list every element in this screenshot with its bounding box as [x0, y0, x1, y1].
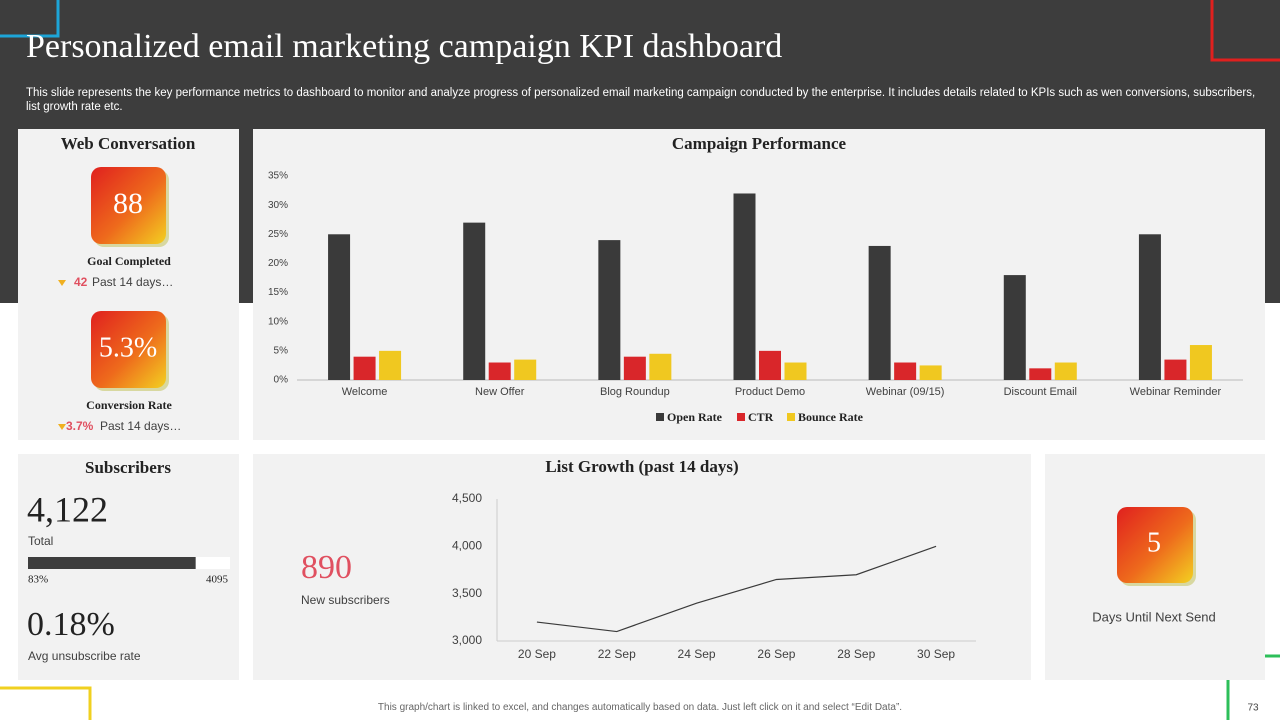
- x-tick-label: 30 Sep: [917, 647, 955, 661]
- legend-label: Bounce Rate: [798, 410, 864, 424]
- bar: [379, 350, 402, 380]
- panel-title: Subscribers: [85, 458, 171, 477]
- corner-deco: [1210, 0, 1280, 62]
- y-tick-label: 3,000: [452, 633, 482, 647]
- bar: [623, 356, 646, 380]
- page-title: Personalized email marketing campaign KP…: [26, 28, 782, 65]
- bar: [598, 240, 621, 380]
- panel: [253, 454, 1031, 680]
- goal-period: Past 14 days…: [92, 275, 173, 289]
- chart-title: List Growth (past 14 days): [545, 457, 738, 476]
- x-tick-label: 28 Sep: [837, 647, 875, 661]
- unsubscribe-value: 0.18%: [27, 606, 115, 643]
- y-tick-label: 15%: [268, 287, 288, 298]
- corner-deco: [0, 0, 60, 38]
- y-tick-label: 25%: [268, 229, 288, 240]
- rate-value: 5.3%: [99, 332, 157, 363]
- y-tick-label: 10%: [268, 316, 288, 327]
- y-tick-label: 4,000: [452, 539, 482, 553]
- bar: [784, 362, 807, 380]
- y-tick-label: 3,500: [452, 586, 482, 600]
- total-value: 4,122: [27, 489, 108, 529]
- chart-title: Campaign Performance: [672, 134, 847, 153]
- bar: [463, 222, 486, 380]
- x-tick-label: Webinar Reminder: [1130, 386, 1222, 398]
- y-tick-label: 5%: [274, 345, 289, 356]
- bar: [733, 193, 756, 380]
- y-tick-label: 35%: [268, 171, 288, 182]
- x-tick-label: Blog Roundup: [600, 386, 670, 398]
- x-tick-label: 26 Sep: [757, 647, 795, 661]
- x-tick-label: Webinar (09/15): [866, 386, 945, 398]
- bar: [353, 356, 376, 380]
- total-label: Total: [28, 534, 53, 548]
- bar: [1054, 362, 1077, 380]
- bar: [759, 350, 781, 380]
- bar: [649, 353, 672, 380]
- rate-change: 3.7%: [66, 419, 94, 433]
- next-send-value: 5: [1147, 527, 1161, 558]
- unsubscribe-label: Avg unsubscribe rate: [28, 649, 141, 663]
- bar: [919, 365, 942, 380]
- bar: [894, 362, 917, 380]
- legend-swatch: [787, 413, 795, 421]
- rate-period: Past 14 days…: [100, 419, 181, 433]
- bar: [1138, 234, 1161, 380]
- goal-change: 42: [74, 275, 88, 289]
- goal-value: 88: [113, 187, 143, 220]
- bar: [868, 245, 891, 380]
- bar: [488, 362, 511, 380]
- line: [536, 545, 937, 633]
- x-tick-label: 22 Sep: [598, 647, 636, 661]
- y-tick-label: 30%: [268, 200, 288, 211]
- down-arrow: [58, 424, 66, 430]
- goal-label: Goal Completed: [87, 254, 171, 268]
- x-tick-label: 24 Sep: [678, 647, 716, 661]
- next-send-label: Days Until Next Send: [1092, 609, 1216, 624]
- x-tick-label: 20 Sep: [518, 647, 556, 661]
- panel: [253, 129, 1265, 440]
- bar: [328, 234, 351, 380]
- bar: [1164, 359, 1187, 380]
- y-tick-label: 0%: [274, 375, 289, 386]
- x-tick-label: Discount Email: [1004, 386, 1077, 398]
- down-arrow: [58, 280, 66, 286]
- page-number: 73: [1247, 703, 1259, 714]
- bar: [514, 359, 537, 380]
- progress-end: 4095: [206, 574, 229, 586]
- progress-label: 83%: [28, 574, 48, 586]
- badge: [1117, 507, 1193, 583]
- corner-deco: [0, 686, 92, 720]
- rate-label: Conversion Rate: [86, 398, 172, 412]
- badge: [91, 311, 166, 388]
- description: This slide represents the key performanc…: [26, 87, 1256, 113]
- new-subscribers-value: 890: [301, 549, 352, 586]
- new-subscribers-label: New subscribers: [301, 593, 390, 607]
- bar: [1029, 368, 1052, 380]
- x-tick-label: Product Demo: [735, 386, 805, 398]
- panel-title: Web Conversation: [61, 134, 196, 153]
- progress-fill: [28, 557, 196, 569]
- legend-swatch: [656, 413, 664, 421]
- x-tick-label: Welcome: [342, 386, 388, 398]
- legend-swatch: [737, 413, 745, 421]
- bar: [1003, 275, 1026, 380]
- legend-label: Open Rate: [667, 410, 723, 424]
- bar: [1189, 345, 1212, 380]
- legend-label: CTR: [748, 410, 774, 424]
- y-tick-label: 20%: [268, 258, 288, 269]
- badge: [91, 167, 166, 244]
- footer-note: This graph/chart is linked to excel, and…: [377, 702, 903, 713]
- x-tick-label: New Offer: [475, 386, 525, 398]
- y-tick-label: 4,500: [452, 491, 482, 505]
